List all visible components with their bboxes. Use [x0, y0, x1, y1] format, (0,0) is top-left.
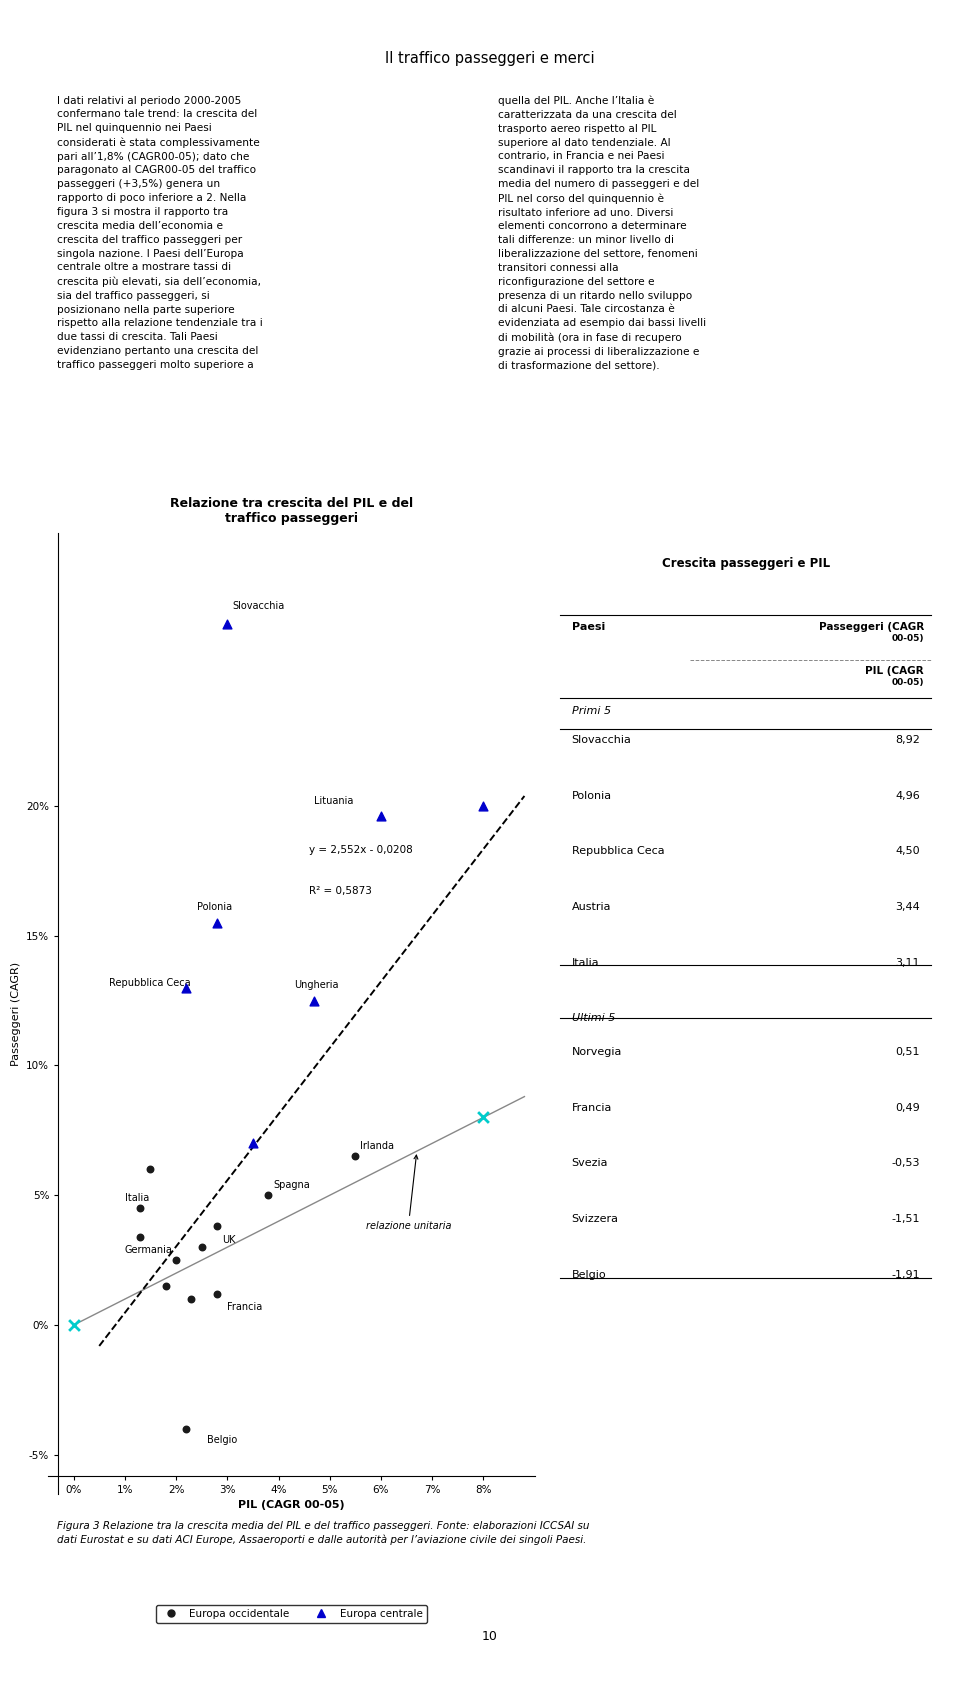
Point	[158, 1272, 174, 1300]
Text: Irlanda: Irlanda	[361, 1141, 395, 1152]
Text: Belgio: Belgio	[571, 1271, 606, 1279]
Text: Austria: Austria	[571, 902, 611, 912]
Text: Francia: Francia	[228, 1301, 262, 1311]
Text: Belgio: Belgio	[206, 1434, 237, 1444]
Text: Lituania: Lituania	[314, 796, 354, 806]
Text: Norvegia: Norvegia	[571, 1046, 622, 1056]
Text: Italia: Italia	[125, 1192, 149, 1203]
Point	[260, 1182, 276, 1209]
Text: UK: UK	[222, 1235, 235, 1245]
Text: Repubblica Ceca: Repubblica Ceca	[571, 847, 664, 856]
Point	[209, 908, 225, 936]
Text: R² = 0,5873: R² = 0,5873	[309, 886, 372, 896]
Text: 0,49: 0,49	[896, 1102, 920, 1112]
Text: 10: 10	[482, 1630, 497, 1643]
Text: Ungheria: Ungheria	[294, 980, 338, 990]
Text: Spagna: Spagna	[274, 1180, 310, 1191]
Text: -1,91: -1,91	[892, 1271, 920, 1279]
Text: Repubblica Ceca: Repubblica Ceca	[109, 978, 191, 988]
Title: Relazione tra crescita del PIL e del
traffico passeggeri: Relazione tra crescita del PIL e del tra…	[170, 497, 413, 526]
Point	[132, 1223, 148, 1250]
Point	[348, 1143, 363, 1170]
Point	[66, 1311, 82, 1339]
Point	[245, 1129, 260, 1157]
Point	[194, 1233, 209, 1260]
Text: Il traffico passeggeri e merci: Il traffico passeggeri e merci	[385, 51, 594, 66]
Text: 3,11: 3,11	[896, 958, 920, 968]
Point	[168, 1247, 183, 1274]
Text: Figura 3 Relazione tra la crescita media del PIL e del traffico passeggeri. Font: Figura 3 Relazione tra la crescita media…	[57, 1521, 589, 1546]
Point	[143, 1155, 158, 1182]
Text: Germania: Germania	[125, 1245, 173, 1255]
Point	[373, 803, 389, 830]
Text: Primi 5: Primi 5	[571, 706, 611, 716]
Text: Ultimi 5: Ultimi 5	[571, 1014, 615, 1024]
Text: I dati relativi al periodo 2000-2005
confermano tale trend: la crescita del
PIL : I dati relativi al periodo 2000-2005 con…	[57, 95, 263, 371]
Text: relazione unitaria: relazione unitaria	[366, 1155, 451, 1232]
Text: y = 2,552x - 0,0208: y = 2,552x - 0,0208	[309, 844, 413, 854]
Point	[220, 611, 235, 638]
Text: Polonia: Polonia	[197, 902, 231, 912]
Text: 3,44: 3,44	[896, 902, 920, 912]
Text: Polonia: Polonia	[571, 791, 612, 801]
Point	[306, 987, 322, 1014]
Legend: Europa occidentale, Europa centrale: Europa occidentale, Europa centrale	[156, 1604, 426, 1623]
Y-axis label: Passeggeri (CAGR): Passeggeri (CAGR)	[11, 961, 20, 1065]
Text: Passeggeri (CAGR: Passeggeri (CAGR	[819, 621, 924, 631]
Text: Svezia: Svezia	[571, 1158, 608, 1169]
Text: Paesi: Paesi	[571, 621, 605, 631]
Point	[132, 1194, 148, 1221]
Text: Crescita passeggeri e PIL: Crescita passeggeri e PIL	[661, 558, 829, 570]
Point	[476, 793, 492, 820]
Point	[179, 975, 194, 1002]
Text: 0,51: 0,51	[896, 1046, 920, 1056]
Text: 4,50: 4,50	[896, 847, 920, 856]
Text: PIL (CAGR: PIL (CAGR	[865, 665, 924, 675]
Text: -1,51: -1,51	[892, 1215, 920, 1225]
Text: 8,92: 8,92	[896, 735, 920, 745]
Point	[209, 1213, 225, 1240]
Text: -0,53: -0,53	[892, 1158, 920, 1169]
Point	[209, 1281, 225, 1308]
Text: quella del PIL. Anche l’Italia è
caratterizzata da una crescita del
trasporto ae: quella del PIL. Anche l’Italia è caratte…	[498, 95, 707, 371]
Text: 4,96: 4,96	[896, 791, 920, 801]
Point	[183, 1286, 199, 1313]
Text: Svizzera: Svizzera	[571, 1215, 618, 1225]
Text: 00-05): 00-05)	[891, 679, 924, 687]
Point	[476, 1104, 492, 1131]
Text: Italia: Italia	[571, 958, 599, 968]
Point	[179, 1415, 194, 1442]
Text: 00-05): 00-05)	[891, 634, 924, 643]
Text: Francia: Francia	[571, 1102, 612, 1112]
Text: Slovacchia: Slovacchia	[571, 735, 632, 745]
X-axis label: PIL (CAGR 00-05): PIL (CAGR 00-05)	[238, 1500, 345, 1510]
Text: Slovacchia: Slovacchia	[232, 600, 285, 611]
